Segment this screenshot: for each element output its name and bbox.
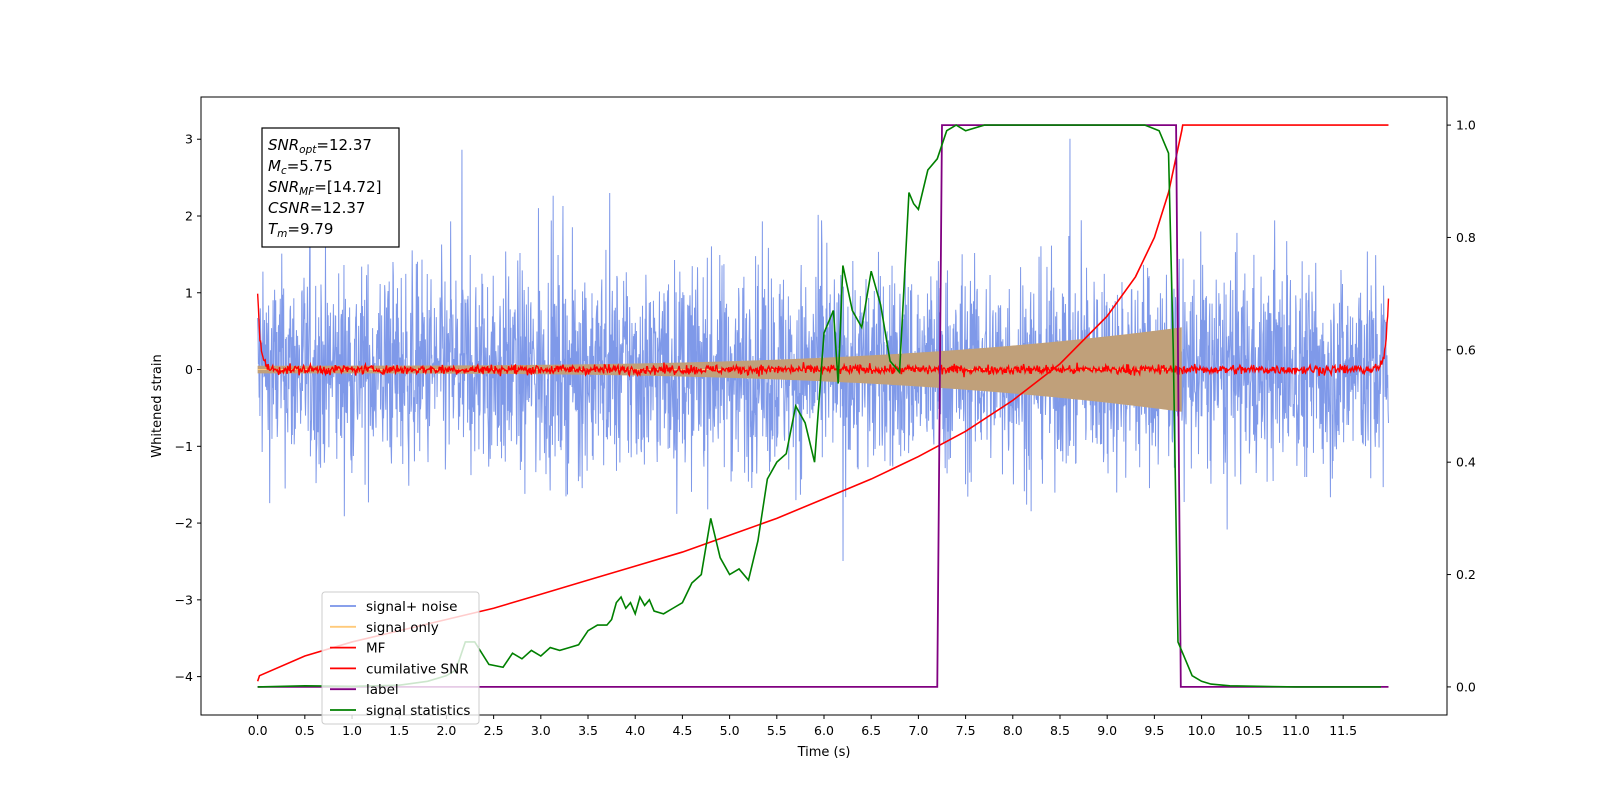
x-tick-label: 7.0	[908, 723, 928, 738]
annotation-line: Mc=5.75	[268, 157, 333, 177]
x-tick-label: 0.5	[295, 723, 315, 738]
y-tick-label: 2	[185, 208, 193, 223]
annotation-line: SNRMF=[14.72]	[268, 178, 382, 198]
x-tick-label: 6.5	[861, 723, 881, 738]
annotation-frame	[261, 127, 400, 248]
x-tick-label: 4.0	[625, 723, 645, 738]
legend-label: signal only	[366, 620, 439, 636]
annotation-line: SNRopt=12.37	[268, 136, 372, 156]
series-signal-statistics	[257, 124, 1381, 688]
x-axis-label: Time (s)	[797, 745, 851, 760]
y-tick-label: −3	[175, 592, 193, 607]
legend-label: cumilative SNR	[366, 661, 469, 677]
x-tick-label: 4.5	[672, 723, 692, 738]
y-tick-label: −2	[175, 516, 193, 531]
y-tick-label: −4	[175, 669, 193, 684]
x-tick-label: 5.0	[720, 723, 740, 738]
y-tick-label: 3	[185, 132, 193, 147]
x-tick-label: 8.0	[1003, 723, 1023, 738]
y2-tick-label: 0.0	[1456, 679, 1476, 694]
y-axis-ticks: −4 −3 −2 −1 0 1 2 3	[175, 132, 201, 684]
annotation-box: SNRopt=12.37Mc=5.75SNRMF=[14.72]CSNR=12.…	[261, 127, 400, 248]
y2-tick-label: 0.2	[1456, 567, 1476, 582]
legend-label: MF	[366, 641, 385, 657]
x-tick-label: 3.0	[531, 723, 551, 738]
annotation-line: CSNR=12.37	[268, 199, 365, 217]
x-tick-label: 10.0	[1188, 723, 1216, 738]
legend: signal+ noise signal only MF cumilative SNR…	[321, 591, 480, 725]
x-tick-label: 2.0	[436, 723, 456, 738]
y-axis-label: Whitened strain	[150, 354, 165, 457]
legend-frame	[321, 591, 480, 725]
x-tick-label: 2.5	[484, 723, 504, 738]
y-tick-label: 0	[185, 362, 193, 377]
x-tick-label: 7.5	[956, 723, 976, 738]
x-tick-label: 6.0	[814, 723, 834, 738]
x-tick-label: 0.0	[248, 723, 268, 738]
x-tick-label: 11.5	[1329, 723, 1357, 738]
x-tick-label: 1.5	[389, 723, 409, 738]
series-mf	[256, 293, 1390, 378]
x-tick-label: 5.5	[767, 723, 787, 738]
x-tick-label: 9.5	[1144, 723, 1164, 738]
legend-label: signal+ noise	[366, 599, 457, 615]
y2-axis-ticks: 0.0 0.2 0.4 0.6 0.8 1.0	[1447, 118, 1476, 694]
annotation-line: Tm=9.79	[268, 220, 333, 240]
y2-tick-label: 1.0	[1456, 118, 1476, 133]
x-tick-label: 1.0	[342, 723, 362, 738]
y-tick-label: −1	[175, 439, 193, 454]
x-tick-label: 8.5	[1050, 723, 1070, 738]
y-tick-label: 1	[185, 285, 193, 300]
legend-label: signal statistics	[366, 703, 470, 719]
legend-label: label	[366, 682, 399, 698]
x-tick-label: 3.5	[578, 723, 598, 738]
y2-tick-label: 0.6	[1456, 342, 1476, 357]
y2-tick-label: 0.4	[1456, 455, 1476, 470]
y2-tick-label: 0.8	[1456, 230, 1476, 245]
x-tick-label: 10.5	[1235, 723, 1263, 738]
x-tick-label: 11.0	[1282, 723, 1310, 738]
x-axis-ticks: 0.0 0.5 1.0 1.5 2.0 2.5 3.0 3.5 4.0 4.5 5.0 5.5 6.0 6…	[248, 715, 1357, 738]
x-tick-label: 9.0	[1097, 723, 1117, 738]
